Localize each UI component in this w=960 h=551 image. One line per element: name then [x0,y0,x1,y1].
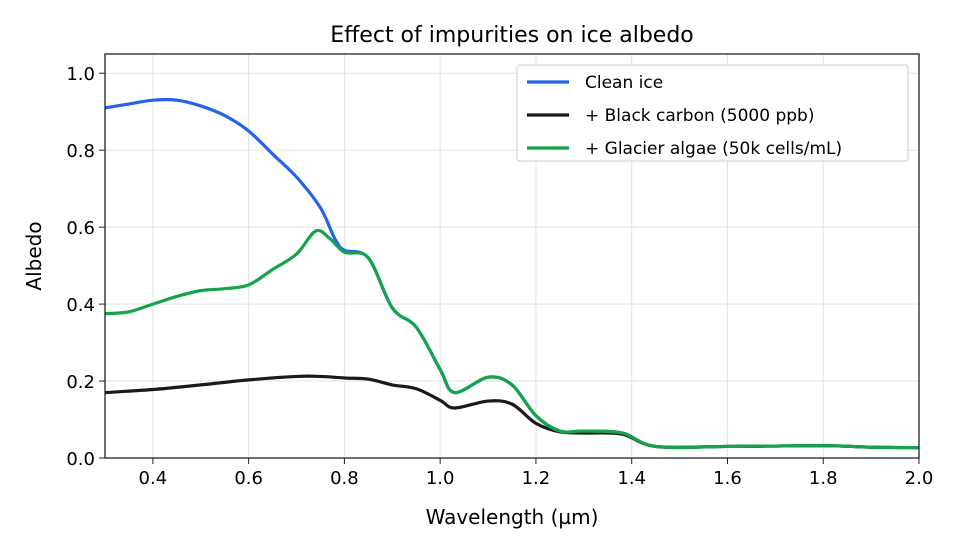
legend-label: Clean ice [585,73,663,93]
y-tick-label: 0.0 [66,449,95,470]
chart-title: Effect of impurities on ice albedo [330,23,694,48]
x-axis-label: Wavelength (µm) [426,505,599,529]
legend-box [516,64,909,162]
x-tick-label: 1.2 [522,468,551,489]
x-tick-label: 1.0 [426,468,455,489]
legend-label: + Black carbon (5000 ppb) [585,106,814,126]
x-tick-label: 1.6 [713,468,742,489]
y-tick-label: 0.6 [66,218,95,239]
y-tick-label: 0.2 [66,372,95,393]
x-tick-label: 1.4 [617,468,646,489]
ticks: 0.4 0.6 0.8 1.0 1.2 1.4 1.6 1.8 2.0 0.0 0.2 0.4 0.6 0… [66,64,933,489]
plot-frame [104,53,920,459]
y-tick-label: 0.4 [66,295,95,316]
y-tick-label: 0.8 [66,141,95,162]
x-tick-label: 0.8 [330,468,359,489]
legend-label: + Glacier algae (50k cells/mL) [585,139,842,159]
x-tick-label: 2.0 [905,468,934,489]
legend: Clean ice + Black carbon (5000 ppb) + Glac… [516,64,909,162]
x-tick-label: 0.4 [139,468,168,489]
y-tick-label: 1.0 [66,64,95,85]
x-tick-label: 0.6 [234,468,263,489]
x-tick-label: 1.8 [809,468,838,489]
y-axis-label: Albedo [22,221,46,290]
series-lines [104,97,920,450]
series-line-2 [104,228,920,450]
